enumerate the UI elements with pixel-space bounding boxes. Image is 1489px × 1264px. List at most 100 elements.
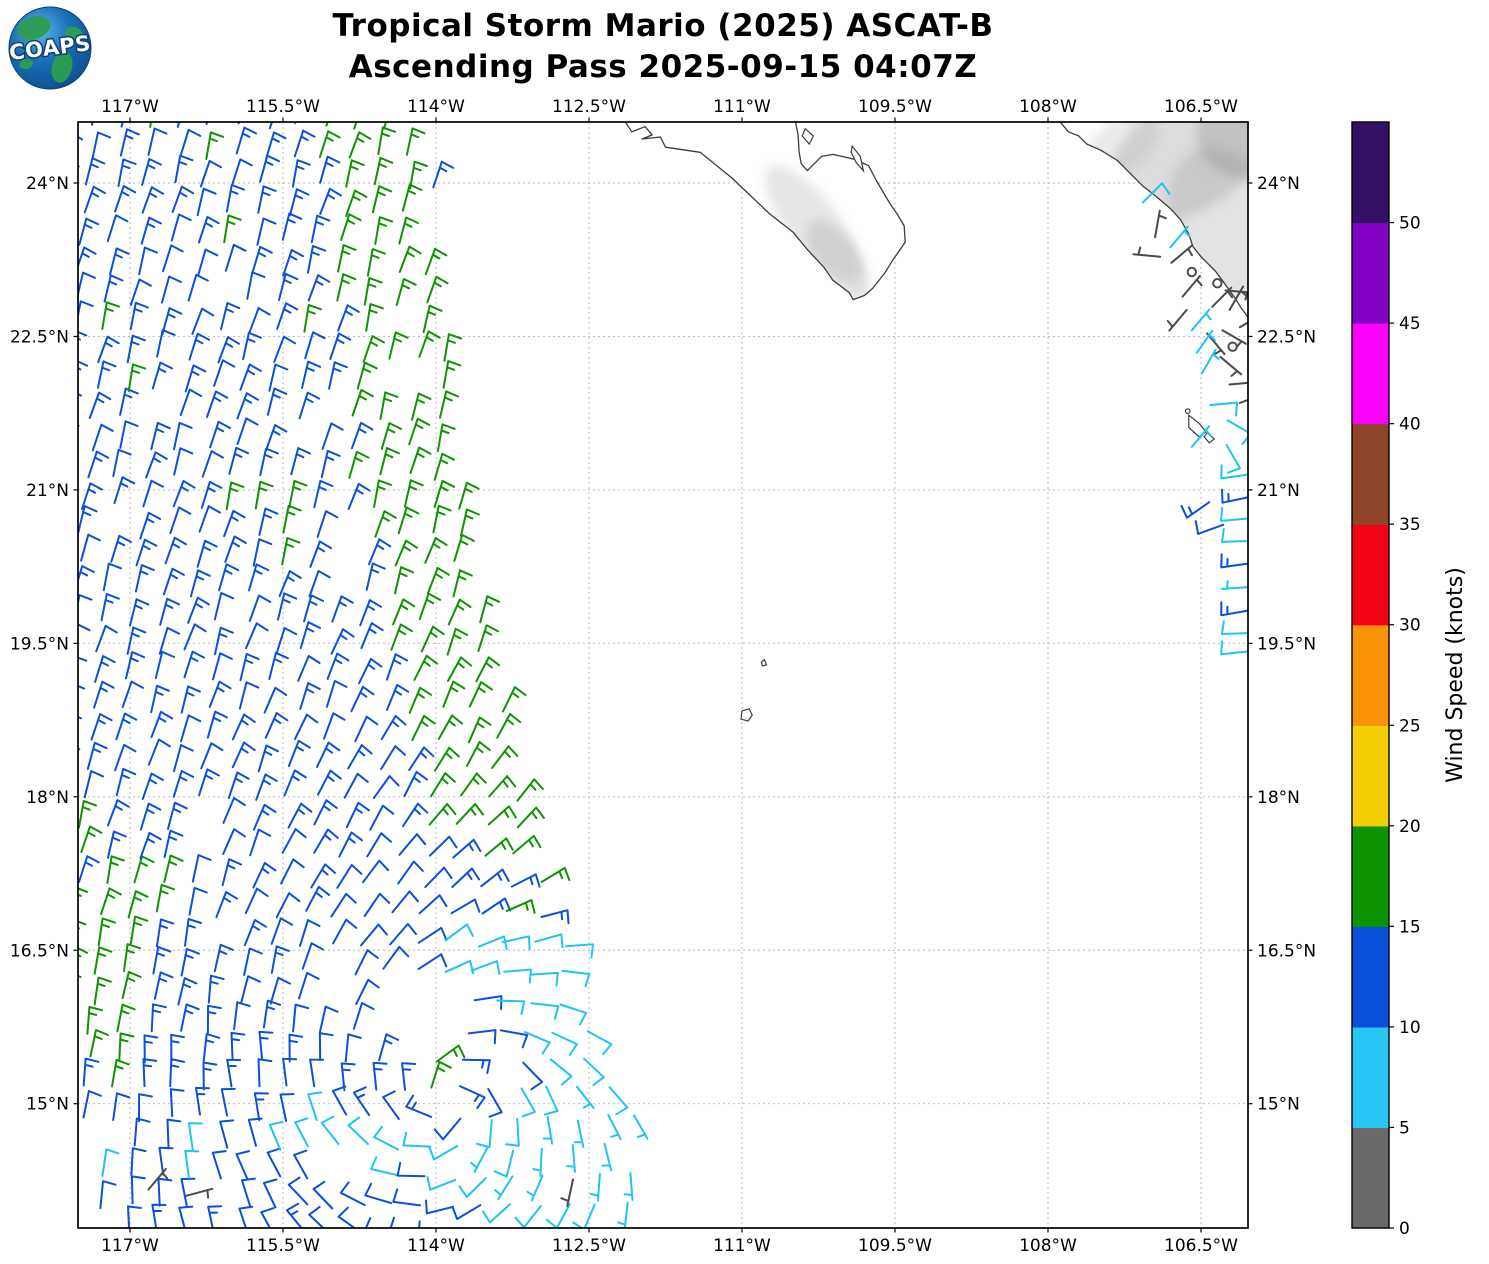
wind-barb: [106, 214, 129, 243]
wind-barb: [380, 745, 406, 771]
wind-barb: [150, 684, 170, 714]
wind-barb: [78, 747, 81, 751]
wind-barb: [319, 155, 341, 184]
wind-barb: [362, 859, 390, 884]
wind-barb: [266, 1147, 282, 1178]
wind-barb: [170, 213, 192, 242]
wind-barb: [50, 247, 70, 273]
colorbar: 0 5 10 15 20 25 30 35 40 45 50 Wind Speed (knots): [1351, 121, 1468, 1239]
wind-barb: [166, 1118, 182, 1148]
wind-barb: [266, 387, 288, 416]
wind-barb: [347, 744, 373, 770]
calm-circle: [1212, 278, 1223, 289]
wind-barb: [114, 185, 137, 213]
colorbar-tick-label: 25: [1399, 716, 1421, 736]
wind-barb: [377, 126, 396, 155]
wind-barb: [270, 917, 294, 945]
wind-barb: [222, 828, 246, 855]
land-layer: [624, 122, 1248, 722]
wind-barb: [1170, 244, 1194, 264]
wind-barb: [84, 157, 106, 186]
wind-barb: [307, 245, 327, 274]
wind-barb: [467, 716, 492, 744]
colorbar-tick-label: 15: [1399, 917, 1421, 937]
wind-barb: [478, 935, 508, 951]
wind-barb: [361, 71, 380, 97]
wind-barb: [56, 1030, 72, 1057]
wind-barb: [169, 506, 192, 535]
plot-title: Tropical Storm Mario (2025) ASCAT-B: [332, 8, 994, 44]
wind-barb: [180, 948, 200, 977]
wind-barb: [213, 943, 234, 973]
wind-barb: [177, 977, 198, 1006]
wind-barb: [1132, 246, 1162, 258]
wind-barb: [347, 482, 371, 510]
wind-barb: [401, 183, 423, 212]
wind-barb: [180, 685, 201, 714]
wind-barb: [78, 594, 93, 608]
colorbar-tick-label: 40: [1399, 415, 1421, 435]
wind-barb: [307, 1091, 323, 1121]
wind-barb: [372, 775, 400, 800]
wind-barb: [360, 622, 384, 650]
wind-barb: [115, 767, 137, 797]
wind-barb: [437, 714, 464, 740]
wind-barb: [289, 188, 310, 217]
wind-barb: [1190, 425, 1212, 448]
colorbar-segment: [1352, 926, 1389, 1028]
wind-barb: [422, 304, 443, 334]
wind-barb: [249, 828, 272, 857]
wind-barb: [522, 1061, 544, 1091]
wind-barb: [378, 1033, 400, 1062]
wind-barb: [158, 626, 181, 655]
wind-barb: [189, 569, 211, 598]
wind-barb: [1194, 520, 1225, 535]
wind-barb: [496, 713, 522, 739]
wind-barb: [516, 778, 544, 802]
wind-barb: [207, 1205, 223, 1228]
wind-barb: [281, 212, 303, 241]
wind-barb: [239, 652, 260, 682]
wind-barb: [170, 1033, 185, 1063]
wind-barb: [183, 650, 206, 679]
wind-barb: [1141, 182, 1171, 204]
wind-barb: [151, 361, 173, 390]
wind-barb: [78, 505, 98, 534]
wind-barb: [102, 562, 122, 592]
wind-barb: [332, 918, 358, 945]
wind-barb: [475, 1119, 493, 1149]
wind-barb: [127, 1205, 142, 1228]
wind-barb: [147, 738, 171, 766]
wind-barb: [78, 715, 82, 720]
wind-barb: [176, 122, 181, 128]
wind-barb: [184, 72, 202, 98]
island: [760, 658, 768, 667]
wind-barb: [362, 335, 385, 363]
wind-barb: [1209, 401, 1239, 417]
wind-barb: [212, 652, 233, 681]
wind-barb: [433, 1117, 462, 1141]
wind-barb: [470, 960, 501, 975]
lon-tick-label-top: 106.5°W: [1164, 97, 1238, 117]
wind-barb: [1180, 501, 1211, 519]
lat-tick-label-left: 19.5°N: [10, 634, 69, 654]
wind-barb: [129, 915, 149, 945]
wind-barb: [458, 1176, 487, 1198]
wind-barb: [130, 1147, 147, 1177]
wind-barb: [147, 127, 168, 156]
wind-barb: [560, 1178, 574, 1207]
wind-barb: [147, 1167, 169, 1191]
wind-barb: [196, 187, 217, 217]
colorbar-segment: [1352, 1026, 1389, 1129]
wind-barb: [617, 1201, 629, 1228]
wind-barb: [398, 245, 422, 273]
gridlines: [78, 122, 1248, 1228]
wind-barb: [339, 1181, 366, 1207]
wind-barb: [369, 804, 395, 831]
wind-barb: [493, 1149, 515, 1178]
wind-barb: [301, 360, 322, 389]
wind-barb: [173, 744, 194, 773]
wind-barb: [248, 563, 270, 592]
wind-barb: [301, 942, 324, 970]
wind-barb: [425, 1199, 455, 1215]
